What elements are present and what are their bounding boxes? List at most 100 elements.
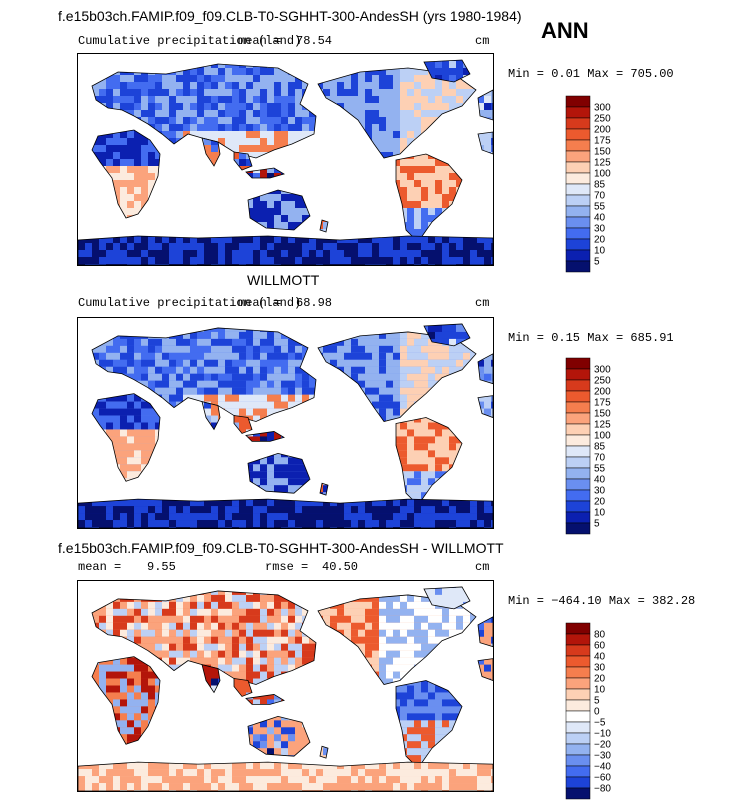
colorbar-2-swatch: [565, 478, 591, 491]
land-antarctica: [78, 236, 493, 265]
colorbar-1-tick-label: 100: [594, 169, 611, 180]
coastline-new-zealand: [319, 219, 329, 233]
colorbar-3-swatch: [565, 622, 591, 635]
coastline-africa-west: [477, 395, 493, 418]
coastline-india: [201, 664, 221, 694]
colorbar-3-swatch: [565, 776, 591, 789]
colorbar-2-swatch: [565, 368, 591, 381]
colorbar-3-tick-label: 40: [594, 652, 606, 663]
land-antarctica: [78, 499, 493, 528]
colorbar-3-swatch: [565, 765, 591, 778]
colorbar-2-tick-label: 20: [594, 497, 606, 508]
rmse-label-3: rmse =: [265, 560, 308, 574]
colorbar-3-tick-label: −80: [594, 784, 611, 795]
colorbar-3-tick-label: −10: [594, 729, 611, 740]
colorbar-2-swatch: [565, 434, 591, 447]
colorbar-2-tick-label: 125: [594, 420, 611, 431]
colorbar-1-tick-label: 10: [594, 246, 606, 257]
colorbar-1-swatch: [565, 216, 591, 229]
coastline-antarctica: [78, 761, 493, 791]
colorbar-1-swatch: [565, 161, 591, 174]
colorbar-2-tick-label: 5: [594, 519, 600, 530]
coastline-africa-west: [477, 658, 493, 681]
colorbar-3-swatch: [565, 655, 591, 668]
colorbar-3: 80 60 40 30 20 10 5 0 −5 −10 −20 −30 −40 −60 −80: [565, 622, 636, 803]
colorbar-1-swatch: [565, 128, 591, 141]
colorbar-2-swatch: [565, 500, 591, 513]
colorbar-2-swatch: [565, 390, 591, 403]
colorbar-3-tick-label: −60: [594, 773, 611, 784]
colorbar-1-tick-label: 30: [594, 224, 606, 235]
colorbar-2-tick-label: 10: [594, 508, 606, 519]
units-2: cm: [475, 296, 489, 310]
colorbar-3-tick-label: 60: [594, 641, 606, 652]
colorbar-3-swatch: [565, 710, 591, 723]
diff-subtitle: f.e15b03ch.FAMIP.f09_f09.CLB-T0-SGHHT-30…: [58, 540, 504, 556]
colorbar-3-swatch: [565, 666, 591, 679]
colorbar-1-tick-label: 200: [594, 125, 611, 136]
units-1: cm: [475, 34, 489, 48]
mean-value-3: 9.55: [147, 560, 176, 574]
colorbar-1: 300 250 200 175 150 125 100 85 70 55 40 30 20 10 5: [565, 95, 636, 276]
colorbar-3-tick-label: 5: [594, 696, 600, 707]
colorbar-3-swatch: [565, 633, 591, 646]
coastline-new-zealand: [319, 745, 329, 759]
map-panel-diff: [77, 580, 494, 792]
colorbar-1-swatch: [565, 260, 591, 273]
coastline-new-zealand: [319, 482, 329, 496]
colorbar-1-swatch: [565, 106, 591, 119]
colorbar-3-swatch: [565, 743, 591, 756]
colorbar-3-tick-label: −5: [594, 718, 606, 729]
colorbar-2-tick-label: 30: [594, 486, 606, 497]
colorbar-1-tick-label: 300: [594, 103, 611, 114]
coastline-south-america: [395, 680, 463, 769]
colorbar-1-tick-label: 250: [594, 114, 611, 125]
colorbar-2-swatch: [565, 412, 591, 425]
colorbar-2-swatch: [565, 511, 591, 524]
colorbar-2-tick-label: 55: [594, 464, 606, 475]
colorbar-3-swatch: [565, 787, 591, 800]
colorbar-1-tick-label: 175: [594, 136, 611, 147]
units-3: cm: [475, 560, 489, 574]
map-panel-model: [77, 53, 494, 266]
colorbar-2-swatch: [565, 522, 591, 535]
coastline-europe-west: [477, 353, 493, 385]
colorbar-1-tick-label: 150: [594, 147, 611, 158]
coastline-greenland: [423, 323, 471, 347]
minmax-2: Min = 0.15 Max = 685.91: [508, 331, 674, 345]
colorbar-3-tick-label: 80: [594, 630, 606, 641]
coastline-africa: [91, 393, 161, 482]
colorbar-2-tick-label: 70: [594, 453, 606, 464]
colorbar-1-swatch: [565, 183, 591, 196]
coastline-greenland: [423, 586, 471, 610]
colorbar-1-swatch: [565, 139, 591, 152]
coastline-antarctica: [78, 498, 493, 528]
colorbar-1-swatch: [565, 150, 591, 163]
colorbar-2-swatch: [565, 489, 591, 502]
minmax-1: Min = 0.01 Max = 705.00: [508, 67, 674, 81]
mean-label-3: mean =: [78, 560, 121, 574]
coastline-europe-west: [477, 616, 493, 648]
field-label-2: Cumulative precipitation (land): [78, 296, 301, 310]
colorbar-3-tick-label: 30: [594, 663, 606, 674]
coastline-australia: [247, 189, 311, 231]
colorbar-1-swatch: [565, 205, 591, 218]
coastline-antarctica: [78, 235, 493, 265]
colorbar-2-tick-label: 85: [594, 442, 606, 453]
colorbar-2-tick-label: 300: [594, 365, 611, 376]
colorbar-3-tick-label: 10: [594, 685, 606, 696]
colorbar-2-swatch: [565, 357, 591, 370]
mean-label-1: mean =: [238, 34, 281, 48]
colorbar-1-tick-label: 5: [594, 257, 600, 268]
land-australia: [248, 716, 310, 757]
coastline-se-asia: [233, 151, 253, 171]
colorbar-2-tick-label: 150: [594, 409, 611, 420]
colorbar-2-swatch: [565, 467, 591, 480]
colorbar-3-tick-label: 0: [594, 707, 600, 718]
rmse-value-3: 40.50: [322, 560, 358, 574]
colorbar-3-tick-label: −20: [594, 740, 611, 751]
colorbar-2-swatch: [565, 379, 591, 392]
colorbar-1-swatch: [565, 95, 591, 108]
colorbar-2-tick-label: 175: [594, 398, 611, 409]
coastline-europe-west: [477, 89, 493, 121]
